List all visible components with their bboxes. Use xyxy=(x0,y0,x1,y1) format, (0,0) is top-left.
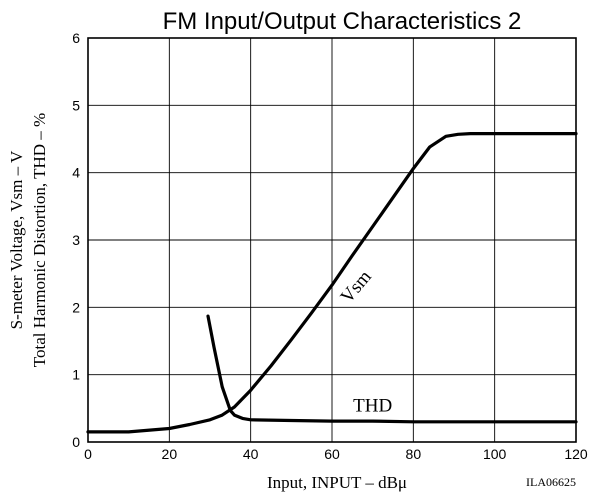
grid xyxy=(88,38,576,442)
x-tick-label-4: 80 xyxy=(406,446,422,462)
series-line-thd xyxy=(206,314,578,424)
y-tick-label-1: 1 xyxy=(72,367,80,383)
x-tick-label-0: 0 xyxy=(84,446,92,462)
series-line-vsm xyxy=(86,132,578,434)
x-axis-ticks: 0 20 40 60 80 100 120 xyxy=(84,446,588,462)
x-tick-label-2: 40 xyxy=(243,446,259,462)
chart-title: FM Input/Output Characteristics 2 xyxy=(163,8,522,35)
x-tick-label-5: 100 xyxy=(483,446,507,462)
y-tick-label-5: 5 xyxy=(72,97,80,113)
y-tick-label-6: 6 xyxy=(72,30,80,46)
x-axis-label: Input, INPUT – dBμ xyxy=(267,473,407,492)
y-tick-label-3: 3 xyxy=(72,232,80,248)
y-tick-label-2: 2 xyxy=(72,299,80,315)
y-axis-label-1: S-meter Voltage, Vsm – V xyxy=(7,150,26,329)
y-axis-ticks: 0 1 2 3 4 5 6 xyxy=(72,30,80,450)
x-tick-label-1: 20 xyxy=(162,446,178,462)
x-tick-label-6: 120 xyxy=(564,446,588,462)
y-tick-label-4: 4 xyxy=(72,165,80,181)
figure-code: ILA06625 xyxy=(526,475,576,489)
y-tick-label-0: 0 xyxy=(72,434,80,450)
y-axis-label-2: Total Harmonic Distortion, THD – % xyxy=(30,113,49,367)
series-label-thd: THD xyxy=(353,396,392,417)
x-tick-label-3: 60 xyxy=(324,446,340,462)
plot-frame xyxy=(87,37,577,443)
